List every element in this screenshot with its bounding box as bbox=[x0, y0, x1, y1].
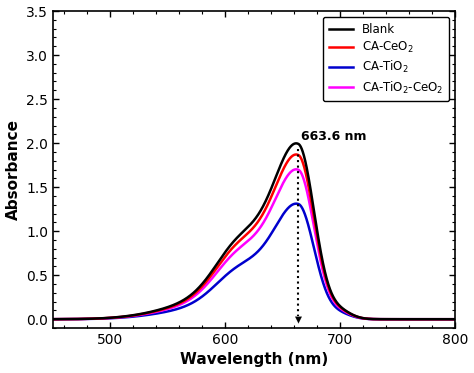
Text: 663.6 nm: 663.6 nm bbox=[301, 130, 366, 143]
Y-axis label: Absorbance: Absorbance bbox=[6, 119, 20, 220]
X-axis label: Wavelength (nm): Wavelength (nm) bbox=[180, 352, 328, 367]
Legend: Blank, CA-CeO$_2$, CA-TiO$_2$, CA-TiO$_2$-CeO$_2$: Blank, CA-CeO$_2$, CA-TiO$_2$, CA-TiO$_2… bbox=[323, 17, 449, 101]
